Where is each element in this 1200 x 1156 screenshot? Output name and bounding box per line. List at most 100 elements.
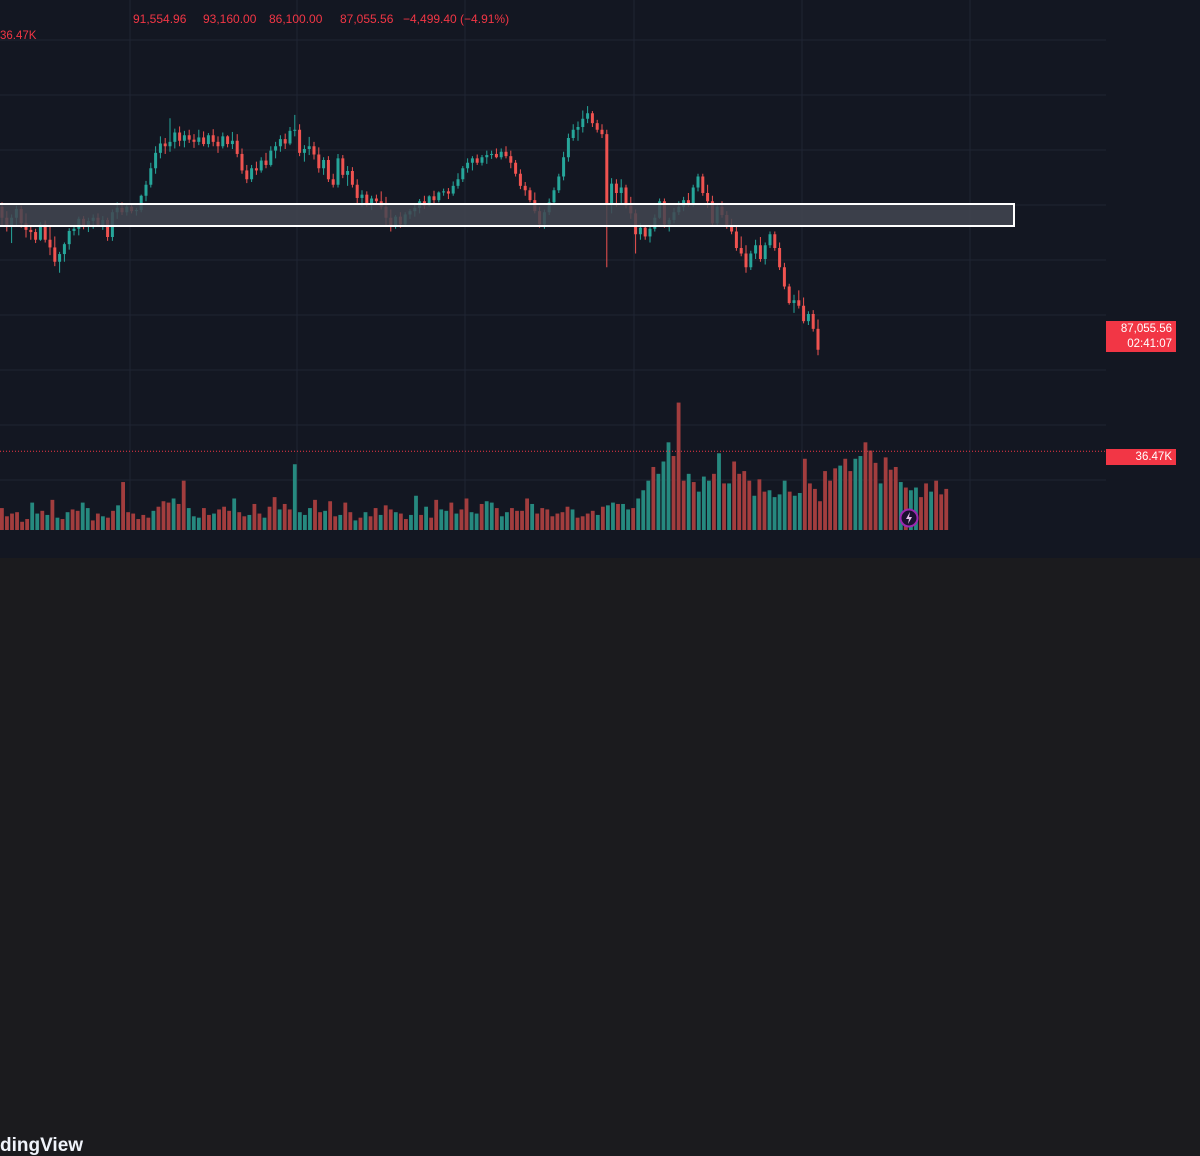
volume-bar	[676, 402, 681, 530]
volume-bar	[893, 466, 898, 530]
volume-bar	[419, 514, 423, 530]
candle	[485, 150, 489, 164]
volume-bar	[40, 510, 45, 530]
volume-bar	[631, 508, 636, 530]
candle-body	[778, 248, 782, 268]
volume-bar	[70, 509, 75, 530]
chart-grid	[0, 0, 1106, 530]
candle-body	[451, 185, 455, 194]
volume-bar	[707, 480, 711, 530]
candle-body	[605, 134, 609, 204]
volume-bar	[45, 514, 50, 530]
candle	[504, 146, 508, 159]
candle-body	[278, 139, 282, 147]
candle-body	[336, 158, 340, 185]
volume-bar	[95, 513, 100, 530]
volume-bar	[712, 473, 716, 530]
candle-body	[221, 136, 225, 147]
candle	[557, 173, 561, 193]
candle	[350, 167, 354, 188]
volume-bar	[101, 516, 105, 530]
candle-body	[595, 123, 599, 130]
candle	[283, 133, 287, 149]
candle-body	[475, 158, 479, 163]
candle	[269, 146, 273, 167]
volume-bar	[363, 512, 368, 530]
candle	[778, 242, 782, 270]
candle-body	[758, 245, 762, 259]
candle	[802, 297, 806, 324]
candle	[202, 131, 206, 147]
volume-bar	[550, 516, 555, 530]
candle-body	[288, 130, 292, 144]
candle	[245, 164, 249, 184]
candle-body	[782, 267, 786, 287]
volume-bar	[116, 505, 120, 530]
candle	[773, 231, 777, 251]
candle-body	[461, 168, 465, 180]
candle	[331, 173, 335, 188]
volume-bar	[737, 473, 742, 530]
lightning-bolt-icon[interactable]	[899, 508, 919, 528]
volume-bar	[570, 509, 575, 530]
volume-bar	[757, 479, 762, 530]
chart-panel[interactable]: 91,554.96 93,160.00 86,100.00 87,055.56 …	[0, 0, 1200, 558]
volume-bar	[469, 512, 474, 530]
volume-bar	[515, 510, 519, 530]
candle-body	[581, 118, 585, 127]
volume-bar	[858, 456, 863, 530]
volume-bar	[222, 506, 226, 530]
volume-bar	[156, 506, 161, 530]
candle	[552, 187, 556, 204]
volume-bar	[929, 491, 933, 530]
candle	[590, 111, 594, 127]
candle	[182, 130, 186, 148]
candle	[34, 228, 38, 244]
candle-body	[178, 132, 182, 141]
volume-bar	[292, 464, 297, 530]
candle-body	[350, 171, 354, 185]
volume-bar	[616, 503, 620, 530]
volume-bar	[545, 509, 550, 530]
candle	[58, 251, 62, 273]
volume-bar	[525, 498, 529, 530]
volume-bar	[247, 514, 252, 530]
candle-body	[34, 232, 38, 240]
volume-bar	[85, 508, 90, 530]
volume-bar	[232, 498, 237, 530]
candle	[446, 188, 450, 200]
candle-body	[322, 160, 326, 169]
candle-body	[552, 190, 556, 203]
candle	[562, 151, 566, 181]
candle	[298, 124, 302, 157]
volume-bar	[464, 498, 469, 530]
volume-bar	[813, 488, 817, 530]
candle	[211, 129, 215, 147]
volume-bar	[202, 508, 206, 530]
candle-body	[312, 146, 316, 155]
candle-body	[293, 129, 297, 131]
volume-bar	[146, 517, 151, 530]
candle-body	[586, 113, 590, 119]
candle-body	[571, 129, 575, 138]
candle-body	[163, 143, 167, 147]
volume-bar	[328, 501, 333, 530]
candlestick-chart[interactable]	[0, 0, 1200, 558]
candle-body	[643, 227, 647, 237]
candle	[797, 290, 801, 309]
candle	[149, 162, 153, 188]
volume-bar	[237, 512, 242, 530]
volume-bar	[843, 458, 848, 530]
candle	[470, 156, 474, 171]
volume-bar	[257, 513, 262, 530]
volume-bar	[732, 461, 737, 530]
volume-bar	[131, 513, 136, 530]
candle	[758, 237, 762, 262]
candle-body	[226, 136, 230, 145]
candle	[72, 226, 76, 236]
candle-body	[326, 160, 330, 180]
candle-body	[240, 153, 244, 171]
volume-bar	[641, 490, 646, 530]
candle-body	[149, 168, 153, 185]
price-scale[interactable]	[1106, 0, 1200, 558]
